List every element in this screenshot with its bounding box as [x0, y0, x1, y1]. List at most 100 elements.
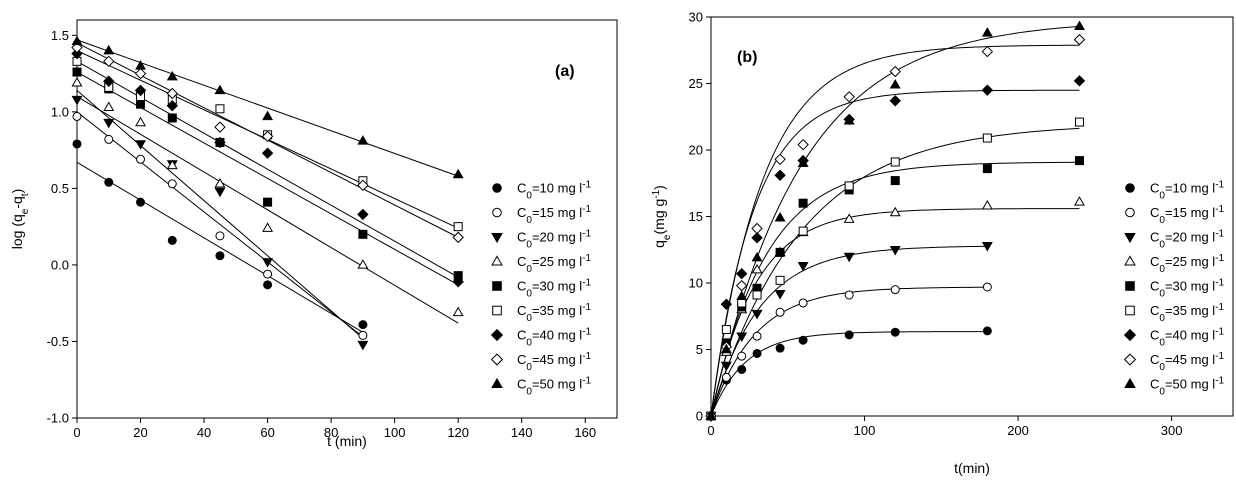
panel-b-fit-curve	[710, 161, 1080, 417]
panel-b-y-tick-label: 30	[689, 10, 703, 25]
panel-b-legend-label: C0=40 mg l-1	[1150, 326, 1225, 348]
panel-b-legend-marker	[1125, 305, 1135, 316]
panel-b-data-point	[775, 247, 785, 257]
panel-b-data-point	[798, 298, 808, 308]
panel-b-data-point	[843, 213, 855, 223]
panel-a-y-tick-label: 0.5	[51, 181, 69, 196]
panel-a-data-point	[261, 130, 274, 143]
panel-a-data-point	[263, 280, 273, 290]
panel-a-data-point	[135, 60, 146, 70]
panel-b-fit-curve	[710, 44, 1080, 417]
panel-b-panel-label: (b)	[737, 49, 757, 66]
panel-a-data-point	[166, 159, 178, 170]
panel-a-legend-label: C0=35 mg l-1	[517, 302, 592, 324]
panel-b-legend-label: C0=15 mg l-1	[1150, 204, 1225, 226]
panel-a-data-point	[72, 111, 82, 121]
panel-b-data-point	[705, 410, 717, 420]
panel-a-x-tick-label: 120	[447, 425, 469, 440]
panel-a-data-point	[452, 168, 464, 179]
panel-b-data-point	[1074, 156, 1084, 166]
panel-b-data-point	[889, 95, 901, 107]
panel-a-data-point	[134, 84, 147, 97]
panel-a-y-tick-label: 1.0	[51, 104, 69, 119]
panel-a-data-point	[357, 259, 369, 269]
panel-b-data-point	[981, 200, 993, 210]
panel-a-legend-label: C0=40 mg l-1	[517, 326, 592, 348]
panel-b-data-point	[890, 285, 900, 295]
panel-a-data-point	[452, 306, 464, 317]
panel-a-data-point	[263, 197, 273, 207]
panel-a-data-point	[103, 55, 115, 68]
panel-b-data-point	[982, 164, 992, 174]
panel-a-data-point	[104, 177, 114, 187]
panel-b-legend-marker	[1124, 255, 1136, 266]
panel-a-fit-line	[76, 161, 364, 333]
panel-a-data-point	[452, 276, 464, 288]
panel-a-x-tick-label: 80	[324, 425, 338, 440]
panel-a-data-point	[166, 87, 179, 100]
panel-a-data-point	[72, 67, 82, 77]
panel-b-data-point	[843, 252, 855, 263]
panel-a-x-tick-label: 160	[574, 425, 596, 440]
panel-a-data-point	[166, 100, 179, 112]
panel-a-data-point	[214, 187, 226, 198]
panel-b-legend-label: C0=30 mg l-1	[1150, 277, 1225, 299]
panel-b-data-point	[798, 198, 808, 208]
panel-a-data-point	[136, 99, 146, 109]
panel-b-data-point	[1074, 117, 1084, 127]
panel-a-y-tick-label: -0.5	[47, 334, 69, 349]
panel-a-data-point	[214, 136, 226, 149]
panel-a-fit-line	[76, 90, 364, 339]
panel-b-legend-marker	[1123, 328, 1137, 342]
panel-a-data-point	[215, 104, 225, 114]
panel-b-data-point	[752, 348, 762, 358]
panel-a-x-tick-label: 140	[511, 425, 533, 440]
panel-b-fit-curve	[710, 286, 988, 417]
panel-a-data-point	[71, 76, 83, 87]
panel-b-y-tick-label: 10	[689, 276, 703, 291]
panel-a-data-point	[72, 139, 82, 149]
panel-b-data-point	[797, 157, 809, 167]
panel-b-data-point	[889, 65, 901, 78]
panel-b-x-tick-label: 0	[707, 423, 714, 438]
panel-a-data-point	[262, 110, 274, 121]
panel-a-data-point	[103, 101, 115, 111]
panel-a-data-point	[262, 222, 274, 232]
panel-a-legend-label: C0=15 mg l-1	[517, 204, 592, 226]
panel-a-data-point	[214, 177, 226, 188]
panel-a-y-tick-label: 0.0	[51, 257, 69, 272]
panel-a-data-point	[71, 95, 83, 106]
panel-b-data-point	[1074, 20, 1085, 31]
panel-b-data-point	[843, 114, 855, 125]
panel-a-y-tick-label: -1.0	[47, 411, 69, 426]
panel-b-fit-curve	[710, 208, 1080, 417]
panel-b-y-tick-label: 15	[689, 209, 703, 224]
panel-a-data-point	[358, 330, 368, 340]
panel-a-fit-line	[76, 71, 459, 286]
panel-a-data-point	[453, 222, 463, 232]
panel-b-legend-label: C0=20 mg l-1	[1150, 228, 1225, 250]
panel-b-data-point	[1073, 33, 1086, 46]
panel-a-data-point	[103, 118, 115, 129]
panel-b-data-point	[1074, 196, 1085, 206]
panel-a-fit-line	[76, 96, 459, 324]
panel-b-y-axis-label: qe(mg g-1)	[651, 185, 673, 248]
panel-b-data-point	[774, 169, 786, 181]
panel-b-legend-marker	[1125, 183, 1135, 193]
panel-b-data-point	[774, 289, 786, 300]
panel-b-fit-curve	[710, 331, 988, 417]
panel-a-data-point	[262, 258, 274, 268]
panel-a-y-tick-label: 1.5	[51, 28, 69, 43]
panel-b-data-point	[797, 262, 809, 272]
panel-b-data-point	[890, 327, 900, 337]
panel-b-chart: 0 100 200 300 0 5 10 15 20 25 30 t(min) qe(mg g-1) (b…	[651, 10, 1234, 476]
panel-b-data-point	[844, 290, 854, 300]
panel-b-data-point	[751, 263, 763, 274]
panel-b-data-point	[981, 84, 994, 96]
panel-b-legend-marker	[1125, 207, 1135, 218]
panel-a-legend-marker	[492, 305, 502, 316]
panel-b-x-tick-label: 200	[1007, 423, 1029, 438]
panel-a-data-point	[357, 208, 369, 221]
panel-a-data-point	[135, 116, 146, 127]
panel-a-fit-line	[76, 111, 364, 338]
